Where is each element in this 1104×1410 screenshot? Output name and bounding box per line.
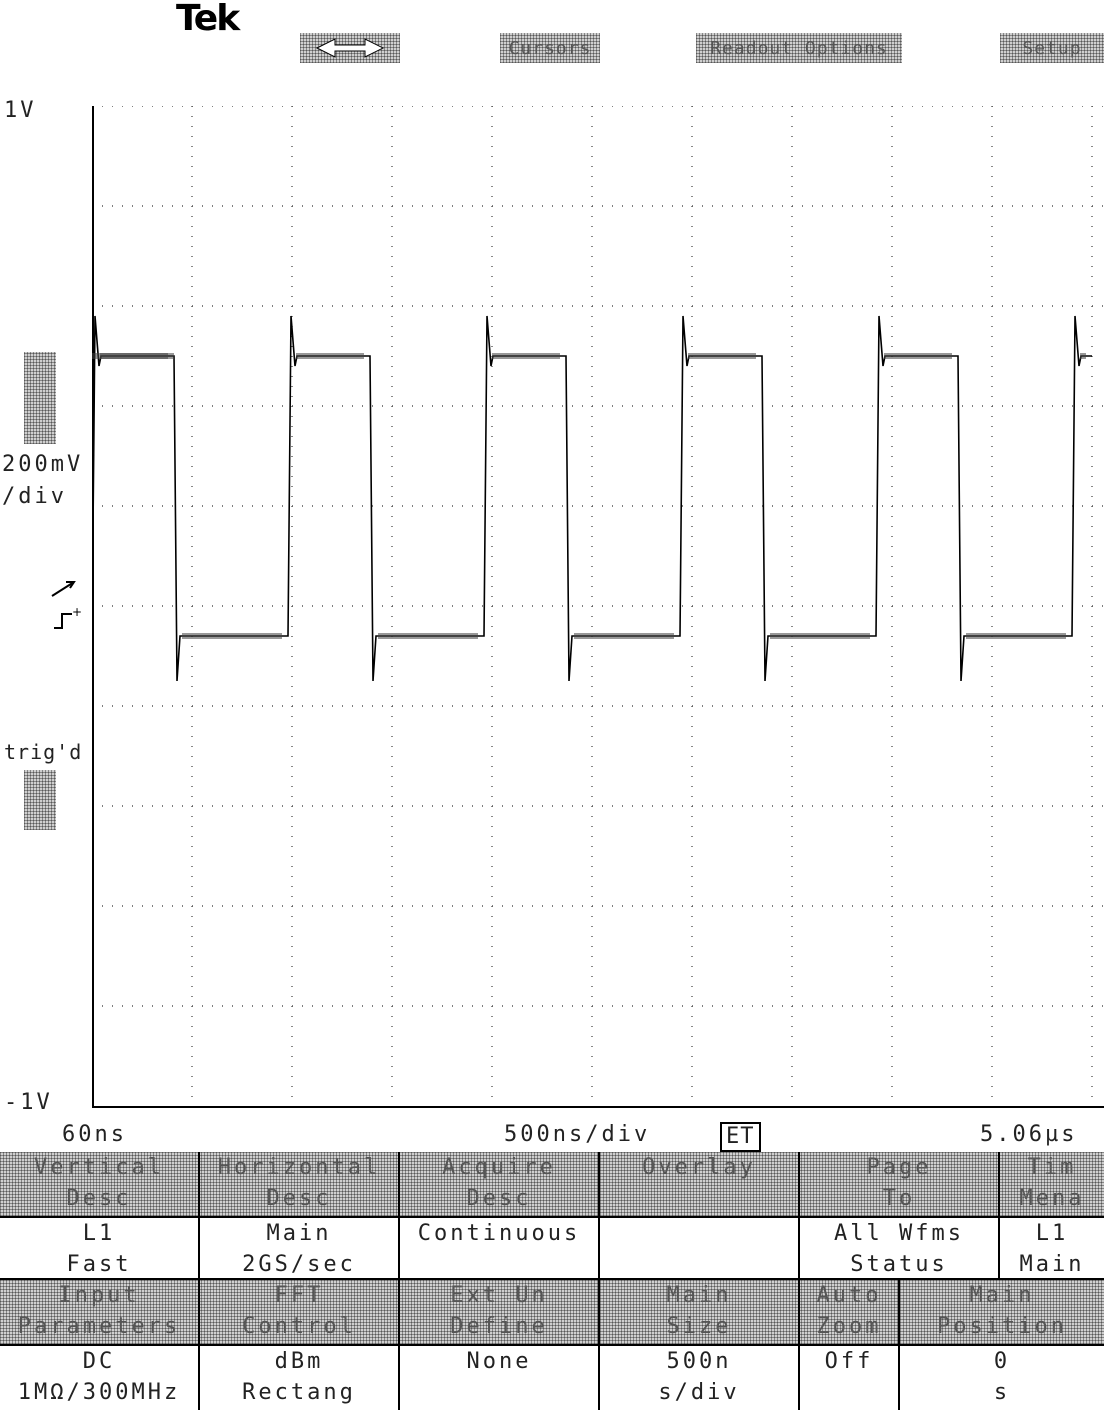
horizontal-desc-button[interactable]: Horizontal Desc <box>200 1152 400 1216</box>
menu-bottom-headers: Input Parameters FFT Control Ext Un Define … <box>0 1278 1104 1344</box>
ch-top-label: 1V <box>4 98 37 123</box>
high-level-band <box>688 353 756 359</box>
brand-logo: Tek <box>176 0 240 39</box>
svg-text:+: + <box>72 605 82 619</box>
setup-button[interactable]: Setup <box>1000 33 1104 63</box>
cursors-button[interactable]: Cursors <box>500 33 600 63</box>
menu-top-values: L1 Fast Main 2GS/sec Continuous All Wfms St… <box>0 1216 1104 1280</box>
page-to-button[interactable]: Page To <box>800 1152 1000 1216</box>
low-level-band <box>182 633 282 639</box>
horizontal-desc-value[interactable]: Main 2GS/sec <box>200 1218 400 1280</box>
main-size-button[interactable]: Main Size <box>600 1280 800 1344</box>
low-level-band <box>574 633 674 639</box>
time-end-label: 5.06µs <box>980 1122 1078 1147</box>
low-level-band <box>966 633 1066 639</box>
high-level-band <box>92 353 174 359</box>
acquire-desc-button[interactable]: Acquire Desc <box>400 1152 600 1216</box>
acq-mode-badge: ET <box>720 1122 761 1152</box>
vertical-desc-button[interactable]: Vertical Desc <box>0 1152 200 1216</box>
scale-label: 200mV <box>2 452 84 477</box>
high-level-band <box>1080 353 1086 359</box>
acquire-desc-value[interactable]: Continuous <box>400 1218 600 1280</box>
overlay-value[interactable] <box>600 1218 800 1280</box>
high-level-band <box>492 353 560 359</box>
back-arrow-button[interactable] <box>300 33 400 63</box>
readout-options-button[interactable]: Readout Options <box>696 33 902 63</box>
page-to-value[interactable]: All Wfms Status <box>800 1218 1000 1280</box>
trigger-level-icon: + <box>51 581 82 629</box>
low-level-band <box>378 633 478 639</box>
main-position-button[interactable]: Main Position <box>937 1283 1067 1339</box>
menu-bottom-values: DC 1MΩ/300MHz dBm Rectang None 500n s/div O… <box>0 1344 1104 1410</box>
input-parameters-value[interactable]: DC 1MΩ/300MHz <box>0 1346 200 1410</box>
high-level-band <box>884 353 952 359</box>
channel-indicator-icon[interactable] <box>24 352 56 444</box>
time-scale-label: 500ns/div <box>504 1122 651 1147</box>
time-mena-button[interactable]: Tim Mena <box>1019 1155 1085 1211</box>
ext-un-define-button[interactable]: Ext Un Define <box>400 1280 600 1344</box>
fft-control-value[interactable]: dBm Rectang <box>200 1346 400 1410</box>
trig-status-label: trig'd <box>4 740 83 764</box>
menu-top-headers: Vertical Desc Horizontal Desc Acquire Desc … <box>0 1152 1104 1216</box>
fft-control-button[interactable]: FFT Control <box>200 1280 400 1344</box>
ch-bottom-label: -1V <box>4 1090 53 1115</box>
trigger-indicator-icon[interactable] <box>24 770 56 830</box>
time-start-label: 60ns <box>62 1122 127 1147</box>
auto-zoom-value[interactable]: Off <box>800 1346 900 1410</box>
high-level-band <box>296 353 364 359</box>
double-arrow-icon <box>315 38 385 58</box>
vertical-desc-value[interactable]: L1 Fast <box>0 1218 200 1280</box>
main-size-value[interactable]: 500n s/div <box>600 1346 800 1410</box>
ext-un-define-value[interactable]: None <box>400 1346 600 1410</box>
waveform-display[interactable] <box>92 106 1104 1108</box>
low-level-band <box>770 633 870 639</box>
overlay-button[interactable]: Overlay <box>600 1152 800 1216</box>
input-parameters-button[interactable]: Input Parameters <box>0 1280 200 1344</box>
waveform-trace <box>92 315 1092 682</box>
scale-unit-label: /div <box>2 484 67 509</box>
auto-zoom-button[interactable]: Auto Zoom <box>800 1280 900 1344</box>
time-mena-value[interactable]: L1 Main <box>1019 1221 1085 1277</box>
